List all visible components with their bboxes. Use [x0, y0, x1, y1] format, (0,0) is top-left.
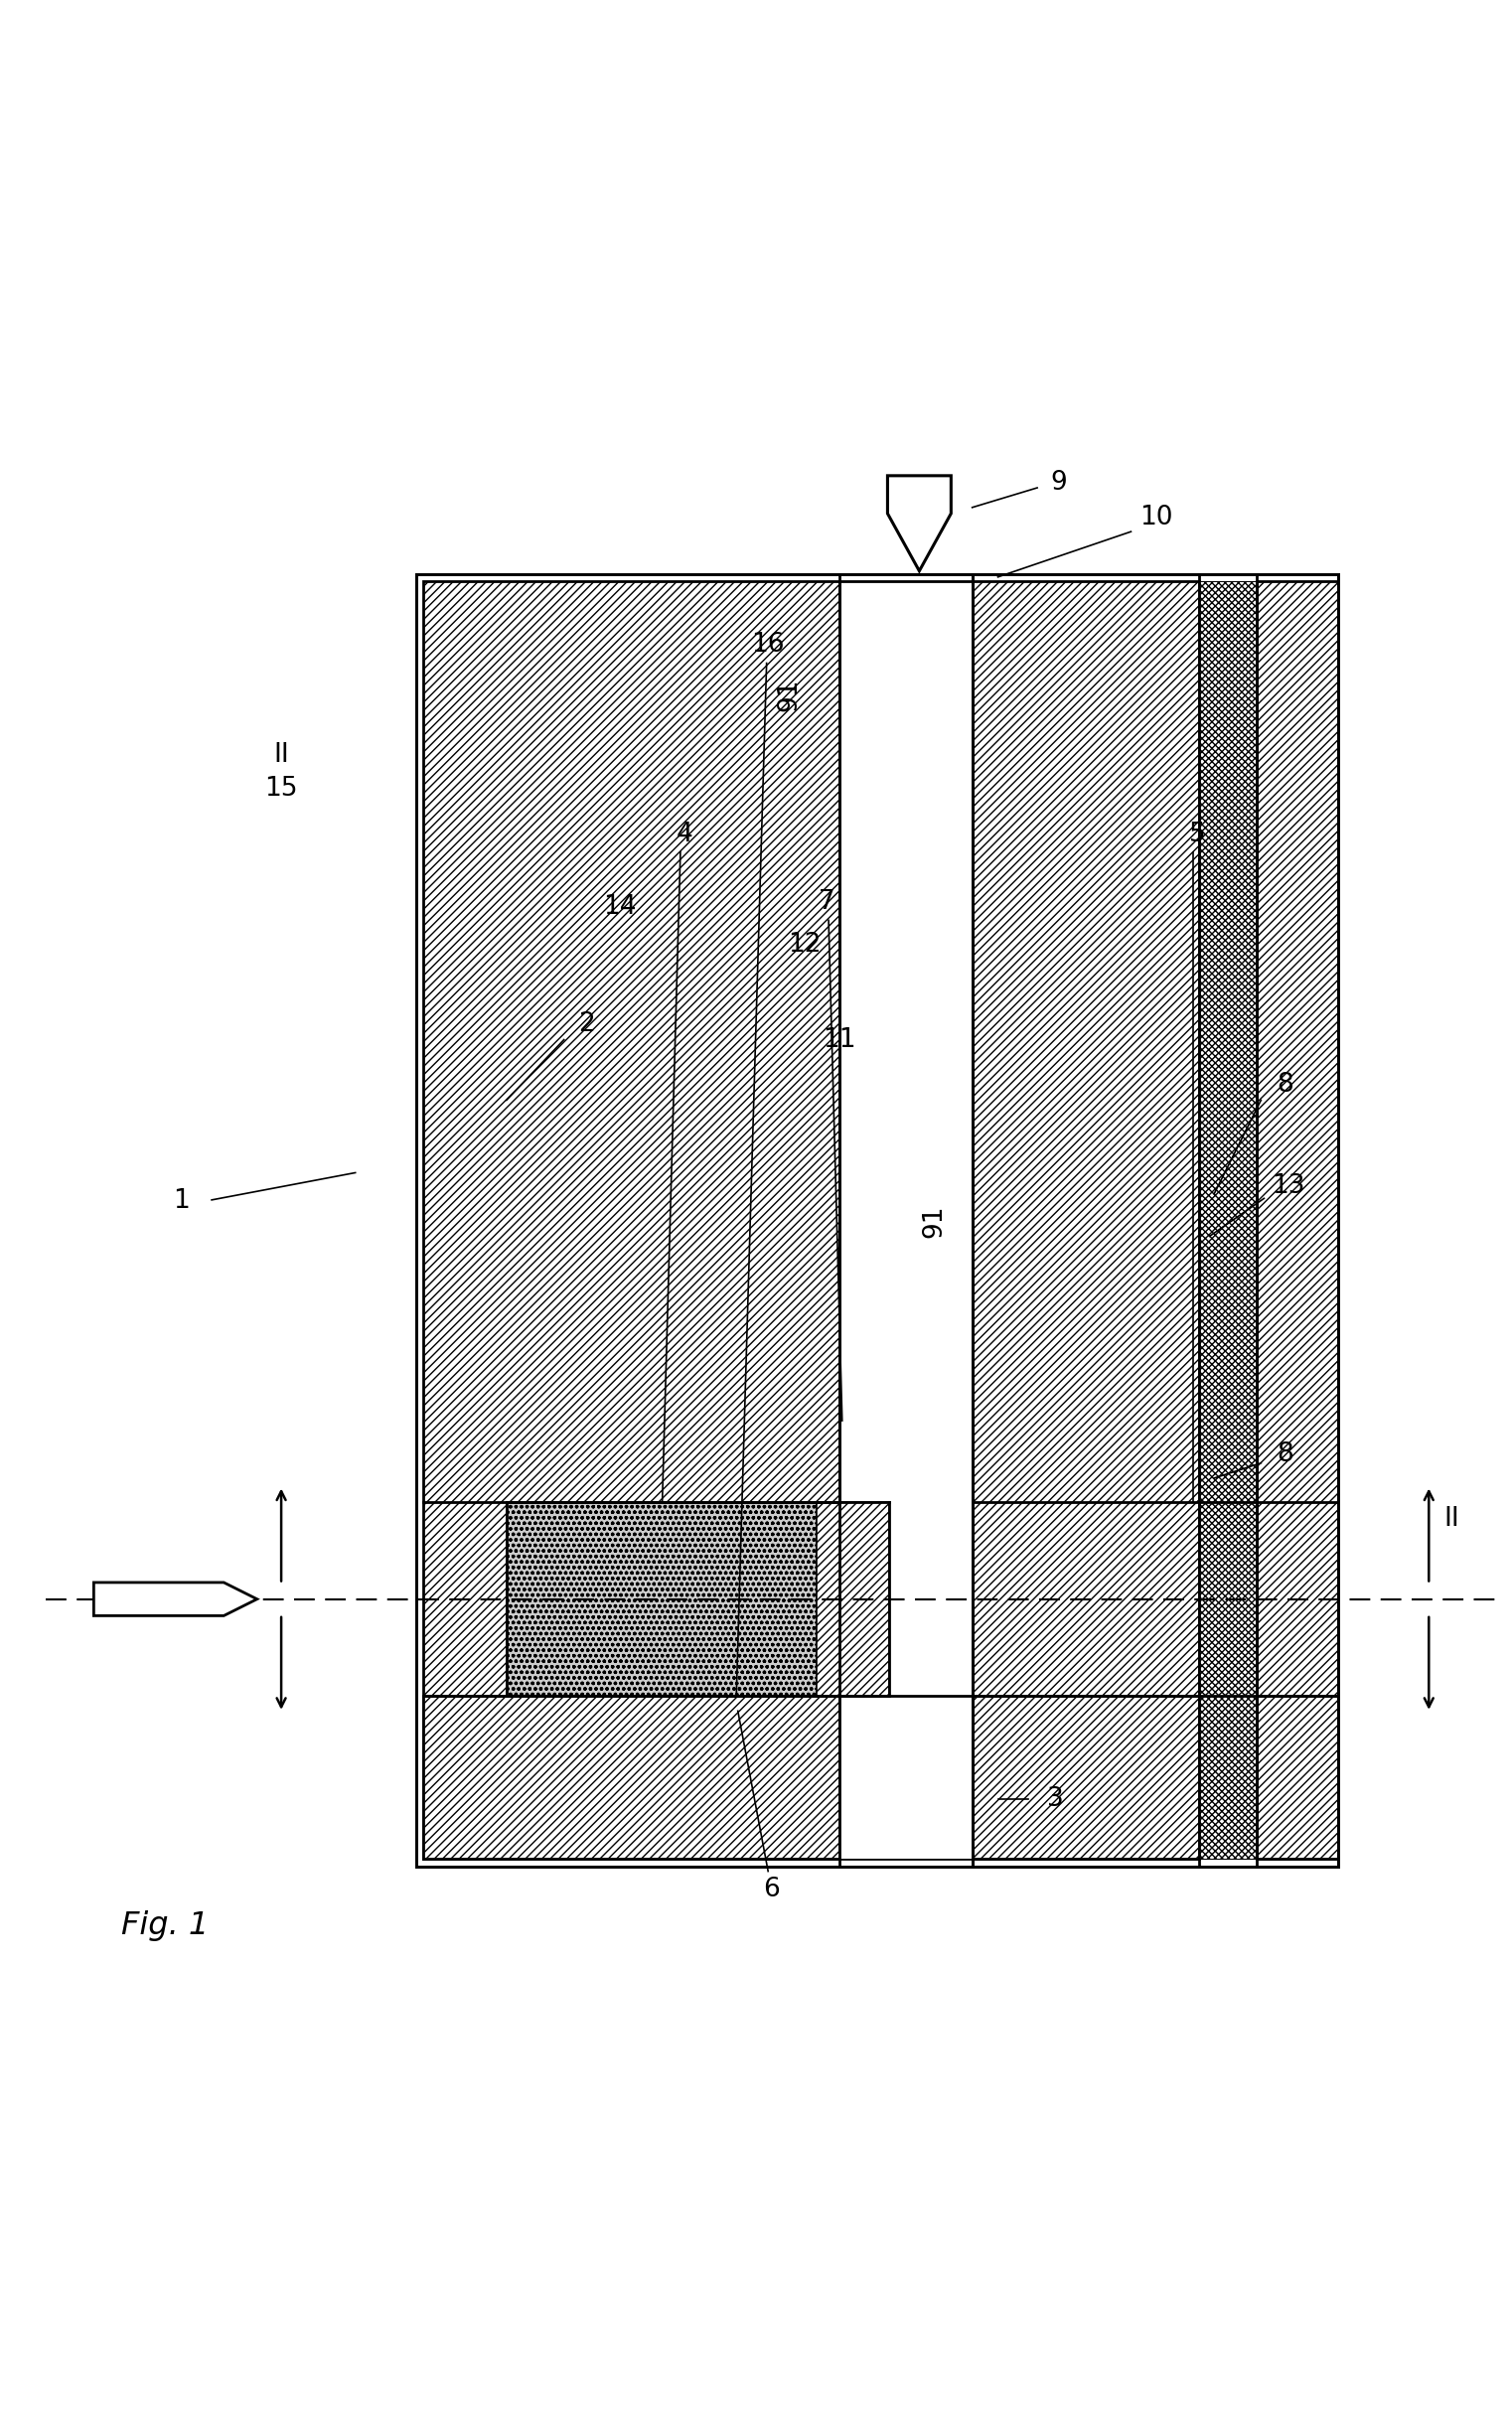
Text: 16: 16 — [751, 631, 785, 658]
Text: II: II — [274, 742, 289, 769]
Text: 8: 8 — [1276, 1071, 1294, 1098]
Text: 9: 9 — [1049, 472, 1067, 496]
Text: 12: 12 — [788, 931, 821, 958]
Text: 10: 10 — [1140, 505, 1173, 532]
Text: 91: 91 — [921, 1204, 948, 1238]
Bar — [1256, 580, 1338, 1859]
Bar — [416, 573, 1338, 1867]
Text: 5: 5 — [1188, 822, 1207, 846]
Text: 2: 2 — [578, 1011, 596, 1037]
Text: 91: 91 — [776, 679, 803, 711]
Text: 11: 11 — [823, 1028, 856, 1052]
Text: II: II — [1444, 1506, 1459, 1533]
Bar — [423, 580, 839, 1859]
Text: 6: 6 — [762, 1876, 780, 1903]
Text: 7: 7 — [818, 890, 836, 914]
Bar — [1199, 1695, 1256, 1859]
Text: 13: 13 — [1272, 1173, 1305, 1199]
Text: 15: 15 — [265, 776, 298, 803]
Text: 14: 14 — [603, 895, 637, 919]
Bar — [423, 1695, 839, 1859]
Text: 3: 3 — [1046, 1787, 1064, 1811]
Bar — [816, 1502, 889, 1695]
Bar — [1199, 580, 1256, 1859]
FancyArrow shape — [94, 1581, 257, 1615]
FancyArrow shape — [888, 476, 951, 571]
Text: 4: 4 — [676, 822, 694, 846]
Bar — [972, 580, 1199, 1859]
Bar — [972, 1695, 1199, 1859]
Bar — [1256, 1695, 1338, 1859]
Bar — [507, 1502, 816, 1695]
Text: 1: 1 — [172, 1190, 191, 1214]
Bar — [423, 1695, 1346, 1859]
Text: Fig. 1: Fig. 1 — [121, 1910, 209, 1942]
Bar — [416, 573, 1338, 1867]
Bar — [839, 1695, 972, 1859]
Bar — [839, 580, 972, 1859]
Text: 8: 8 — [1276, 1441, 1294, 1468]
